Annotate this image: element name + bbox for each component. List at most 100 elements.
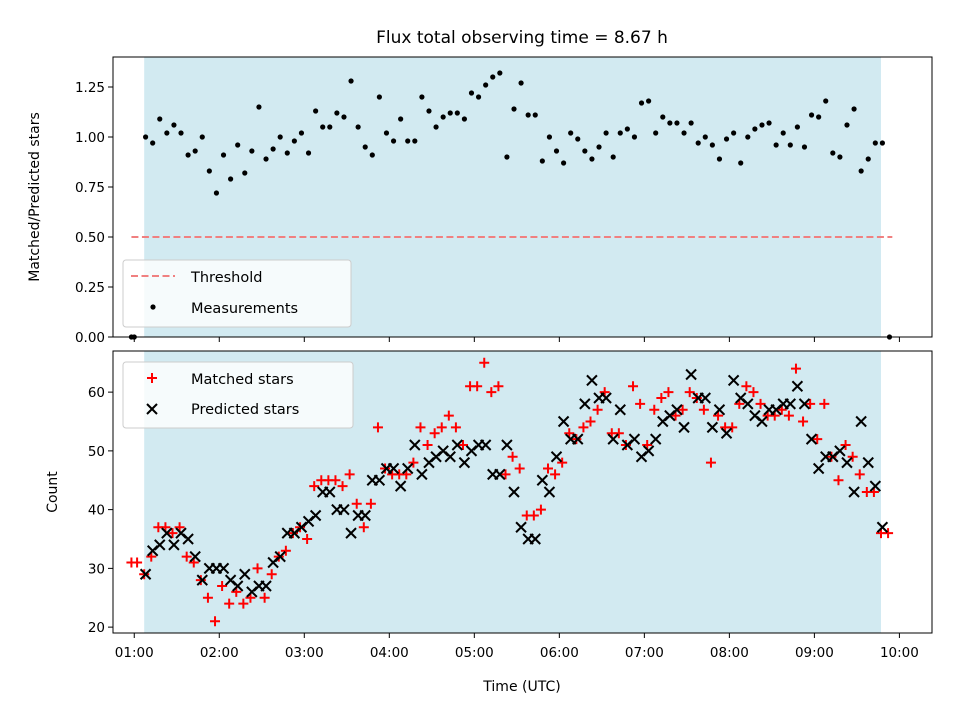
measurement-point [794,124,800,130]
legend-matched-label: Matched stars [191,372,294,388]
predicted-point [231,580,244,592]
measurement-point [546,134,553,140]
measurement-point [539,158,545,164]
measurement-point [766,120,772,126]
predicted-point [855,415,867,428]
matched-point [635,398,646,409]
measurement-point [390,138,397,144]
measurement-point [624,126,630,132]
matched-point [195,575,206,586]
matched-point [628,381,639,392]
predicted-point [387,462,400,475]
measurement-point [816,114,822,120]
x-axis-label: Time (UTC) [482,679,560,695]
measurement-point [808,112,815,118]
measurement-point [341,114,347,120]
legend-matched-swatch [147,373,157,383]
measurement-point [610,154,616,160]
matched-point [691,393,702,403]
bottom-y-tick-label: 50 [88,444,105,460]
matched-point [408,457,419,468]
measurement-point [298,130,305,136]
top-legend: Threshold Measurements [122,259,352,328]
measurement-point [688,120,694,126]
matched-point [535,504,546,515]
top-y-axis: 0.00 0.25 0.50 0.75 1.00 1.25 [75,80,113,346]
matched-point [550,469,561,480]
matched-point [330,475,341,486]
measurement-point [150,140,156,146]
matched-point [705,457,716,468]
measurement-point [858,168,864,174]
matched-point [613,428,624,439]
predicted-point [451,439,464,451]
measurement-point [589,156,595,162]
bottom-x-tick-label: 03:00 [285,645,324,661]
matched-point [656,393,667,403]
predicted-point [798,398,811,410]
measurement-point [582,148,588,154]
matched-point [847,451,858,462]
predicted-point [543,486,556,498]
predicted-point [572,433,584,445]
measurement-point [142,134,149,140]
measurement-point [249,148,255,154]
bottom-plot-frame [112,350,933,634]
measurement-point [398,116,404,122]
predicted-point [139,568,152,580]
predicted-point [720,427,733,439]
measurement-point [206,168,212,174]
measurement-point [171,122,177,128]
matched-point [380,463,391,474]
matched-point [493,381,504,392]
predicted-point [805,433,818,445]
matched-point [210,616,221,627]
measurement-point [638,100,645,106]
predicted-point [812,462,825,475]
matched-point [684,387,695,398]
measurement-point [228,176,234,182]
bottom-panel: 20 30 40 50 60 01:00 02:00 03:00 04:00 05:00 06:0… [45,350,933,695]
top-plot-frame [112,56,933,338]
measurement-point [291,138,297,144]
measurement-point [560,160,567,166]
measurement-point [745,134,751,140]
matched-point [429,428,440,439]
measurement-point [837,154,843,160]
matched-point [181,551,192,562]
matched-point [295,522,306,533]
predicted-point [508,486,520,498]
predicted-point [189,550,201,563]
measurement-point [603,130,609,136]
predicted-point [529,533,541,545]
measurement-point [334,110,340,116]
measurement-point [674,120,680,126]
measurement-point [865,156,871,162]
matched-point [273,551,284,562]
measurement-point [313,108,319,114]
top-legend-box [122,259,352,328]
measurement-point [277,134,283,140]
matched-point [450,422,461,433]
matched-point [727,422,738,433]
top-y-tick-label: 1.25 [75,80,105,96]
matched-point [217,581,228,591]
predicted-point [642,445,655,457]
measurement-point [631,134,638,140]
predicted-point [742,398,754,410]
measurement-point [738,160,744,166]
measurement-point [348,78,354,84]
bottom-x-tick-label: 08:00 [710,645,749,661]
measurement-point [213,190,220,196]
measurement-point [355,124,361,130]
predicted-point [260,580,272,592]
measurement-point [879,140,886,146]
matched-point [883,528,894,539]
predicted-point [727,374,740,387]
matched-point [840,440,851,450]
matched-point [507,451,518,462]
measurement-point [220,152,227,158]
predicted-stars-series [139,368,889,598]
legend-predicted-swatch [146,403,158,415]
